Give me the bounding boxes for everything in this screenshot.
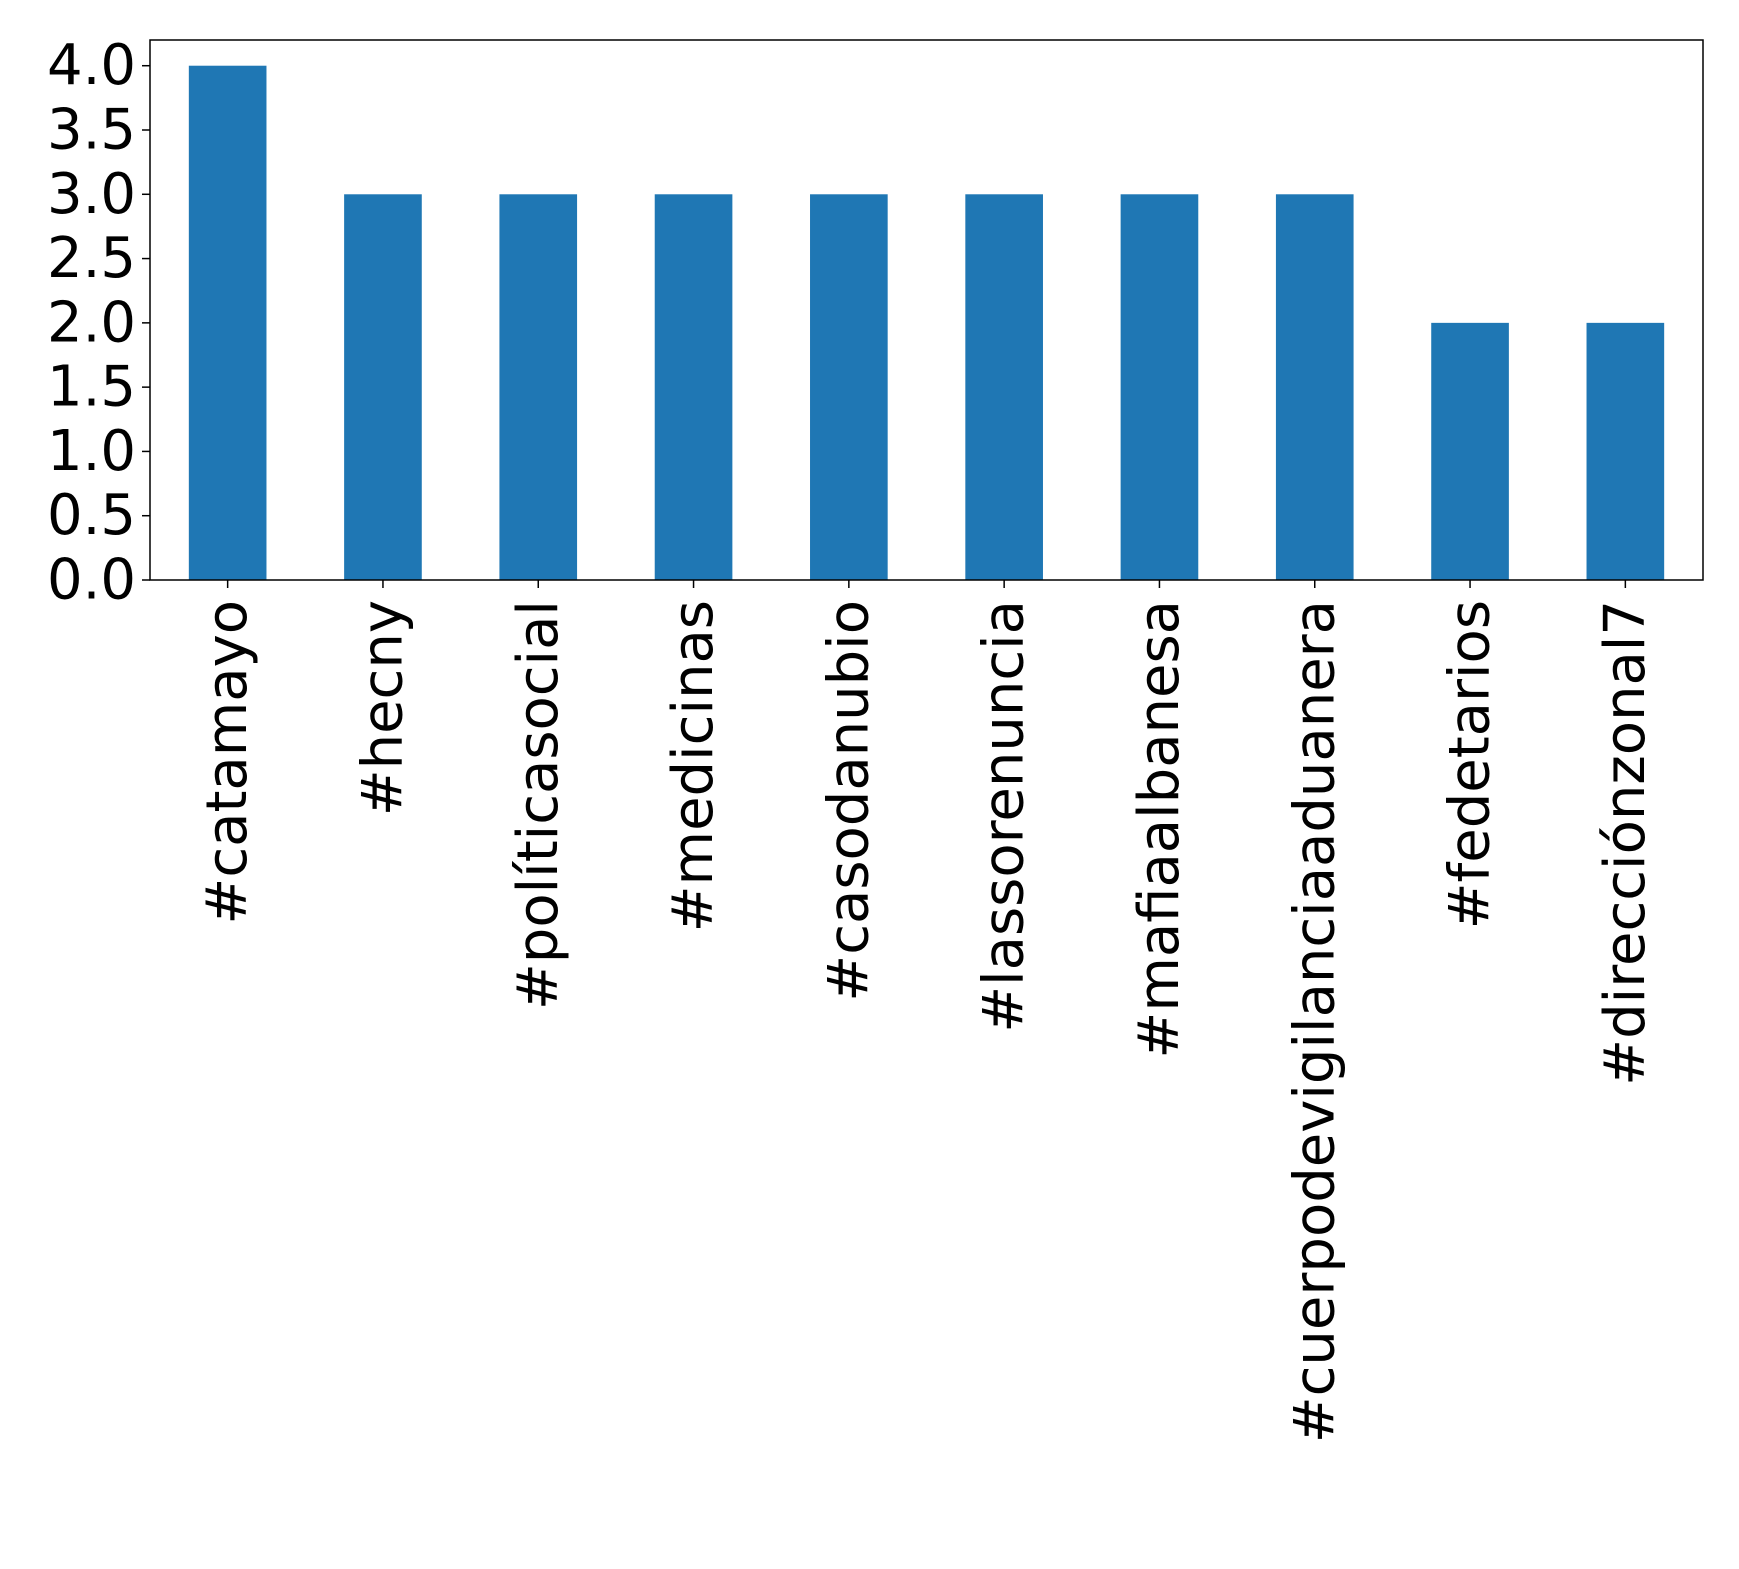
x-tick-label: #lassorenuncia xyxy=(972,600,1037,1033)
y-tick-label: 3.0 xyxy=(47,162,136,227)
bar-lassorenuncia xyxy=(965,194,1043,581)
plot-frame xyxy=(149,39,1704,581)
x-tick-label: #políticasocial xyxy=(506,600,571,1010)
y-tick-label: 0.0 xyxy=(47,548,136,613)
bar-fedetarios xyxy=(1431,322,1509,580)
y-tick-label: 2.5 xyxy=(47,226,136,291)
bar-catamayo xyxy=(188,65,267,580)
x-tick-label: #fedetarios xyxy=(1438,600,1503,929)
y-tick-label: 4.0 xyxy=(47,33,136,98)
y-tick-label: 2.0 xyxy=(47,290,136,355)
bar-direcciónzonal7 xyxy=(1586,322,1665,580)
x-tick-label: #catamayo xyxy=(195,600,260,925)
y-tick-label: 3.5 xyxy=(47,98,136,163)
y-tick-label: 0.5 xyxy=(47,483,136,548)
x-axis: #catamayo #hecny #políticasocial #medicinas… xyxy=(195,580,1658,1443)
bar-políticasocial xyxy=(499,194,578,581)
bar-medicinas xyxy=(654,194,733,581)
bar-mafiaalbanesa xyxy=(1120,194,1199,581)
x-tick-label: #hecny xyxy=(350,600,415,816)
x-tick-label: #casodanubio xyxy=(816,600,881,1002)
x-tick-label: #mafiaalbanesa xyxy=(1127,600,1192,1059)
bar-hecny xyxy=(344,194,422,581)
y-axis: 0.00.51.01.52.02.53.03.54.0 xyxy=(47,33,150,613)
y-tick-label: 1.0 xyxy=(47,419,136,484)
bar-cuerpodevigilanciaaduanera xyxy=(1275,194,1354,581)
x-tick-label: #cuerpodevigilanciaaduanera xyxy=(1282,600,1347,1443)
bars-layer xyxy=(188,65,1665,581)
x-tick-label: #medicinas xyxy=(661,600,726,932)
y-tick-label: 1.5 xyxy=(47,355,136,420)
x-tick-label: #direcciónzonal7 xyxy=(1593,600,1658,1086)
bar-casodanubio xyxy=(810,194,888,581)
